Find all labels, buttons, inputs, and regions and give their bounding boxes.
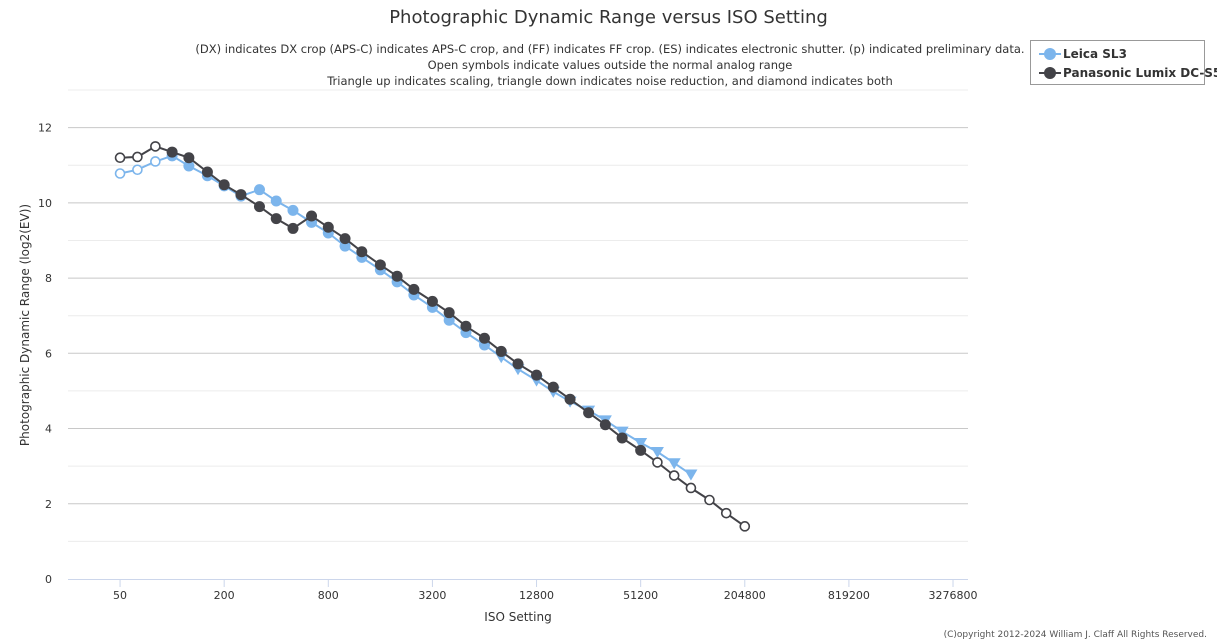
legend-marker-icon xyxy=(1039,48,1061,60)
legend-item-leica[interactable]: Leica SL3 xyxy=(1039,45,1127,63)
subtitle-line: (DX) indicates DX crop (APS-C) indicates… xyxy=(195,42,1025,56)
data-point[interactable] xyxy=(253,201,265,213)
data-point-open[interactable] xyxy=(739,521,751,532)
data-point[interactable] xyxy=(339,233,351,245)
subtitle-line: Triangle up indicates scaling, triangle … xyxy=(327,74,893,88)
y-tick-label: 6 xyxy=(45,347,52,360)
y-tick-label: 12 xyxy=(38,122,52,135)
data-point[interactable] xyxy=(495,345,507,357)
x-tick-label: 819200 xyxy=(828,589,870,602)
data-point[interactable] xyxy=(426,295,438,307)
data-point[interactable] xyxy=(635,444,647,456)
data-point[interactable] xyxy=(218,179,230,191)
x-axis-title: ISO Setting xyxy=(484,610,551,624)
series-line xyxy=(120,145,746,528)
data-point-open[interactable] xyxy=(114,168,126,179)
data-point-triangle-down[interactable] xyxy=(634,437,648,450)
legend-label: Panasonic Lumix DC-S5 xyxy=(1063,66,1217,80)
data-point[interactable] xyxy=(391,270,403,282)
y-tick-label: 10 xyxy=(38,197,52,210)
data-point[interactable] xyxy=(512,358,524,370)
x-tick-label: 3200 xyxy=(418,589,446,602)
data-point[interactable] xyxy=(374,259,386,271)
y-tick-label: 2 xyxy=(45,498,52,511)
y-tick-label: 4 xyxy=(45,423,52,436)
data-point-open[interactable] xyxy=(652,457,663,468)
data-point[interactable] xyxy=(183,152,195,164)
chart-subtitle: (DX) indicates DX crop (APS-C) indicates… xyxy=(150,41,1070,89)
data-point[interactable] xyxy=(201,166,213,178)
data-point[interactable] xyxy=(287,204,299,216)
x-tick-label: 51200 xyxy=(623,589,658,602)
data-point[interactable] xyxy=(356,246,368,258)
data-point[interactable] xyxy=(443,307,455,319)
series-layer xyxy=(114,141,751,532)
data-point[interactable] xyxy=(583,407,595,419)
data-point[interactable] xyxy=(339,240,351,252)
data-point[interactable] xyxy=(547,381,559,393)
data-point[interactable] xyxy=(287,222,299,234)
x-tick-label: 50 xyxy=(113,589,127,602)
chart-legend[interactable]: Leica SL3 Panasonic Lumix DC-S5 xyxy=(1030,40,1217,85)
data-point[interactable] xyxy=(235,189,247,201)
legend-label: Leica SL3 xyxy=(1063,47,1127,61)
data-point[interactable] xyxy=(253,184,265,196)
series-line xyxy=(119,154,692,476)
x-tick-label: 12800 xyxy=(519,589,554,602)
x-tick-label: 200 xyxy=(214,589,235,602)
data-point[interactable] xyxy=(183,160,195,172)
subtitle-line: Open symbols indicate values outside the… xyxy=(427,58,793,72)
data-point-triangle-down[interactable] xyxy=(650,446,664,459)
x-tick-label: 204800 xyxy=(724,589,766,602)
data-point[interactable] xyxy=(306,210,318,222)
data-point-open[interactable] xyxy=(720,507,732,519)
data-point[interactable] xyxy=(322,221,334,233)
data-point-open[interactable] xyxy=(685,482,697,494)
data-point-open[interactable] xyxy=(150,156,161,167)
data-point[interactable] xyxy=(270,195,282,207)
data-point[interactable] xyxy=(599,419,611,431)
data-point-open[interactable] xyxy=(114,152,126,164)
y-axis-title: Photographic Dynamic Range (log2(EV)) xyxy=(18,204,32,446)
data-point[interactable] xyxy=(531,369,543,381)
legend-marker-icon xyxy=(1039,67,1061,79)
data-point[interactable] xyxy=(408,283,420,295)
data-point-triangle-down[interactable] xyxy=(684,469,698,481)
data-point[interactable] xyxy=(270,213,282,225)
data-point-open[interactable] xyxy=(132,151,143,163)
data-point[interactable] xyxy=(564,393,576,405)
legend-item-panasonic[interactable]: Panasonic Lumix DC-S5 xyxy=(1039,64,1217,82)
data-point[interactable] xyxy=(478,332,490,344)
data-point-open[interactable] xyxy=(668,470,680,481)
y-tick-label: 0 xyxy=(45,573,52,586)
y-tick-label: 8 xyxy=(45,272,52,285)
data-point-open[interactable] xyxy=(150,141,161,152)
data-point-triangle-down[interactable] xyxy=(615,426,629,438)
data-point[interactable] xyxy=(166,146,178,158)
chart-title: Photographic Dynamic Range versus ISO Se… xyxy=(389,7,828,28)
data-point[interactable] xyxy=(460,320,472,332)
x-tick-label: 800 xyxy=(318,589,339,602)
data-point-triangle-down[interactable] xyxy=(667,458,681,470)
data-point-open[interactable] xyxy=(132,164,143,176)
copyright-notice: (C)opyright 2012-2024 William J. Claff A… xyxy=(943,630,1207,640)
series-panasonic-lumix-dc-s5 xyxy=(114,141,751,532)
data-point[interactable] xyxy=(616,432,628,444)
x-tick-label: 3276800 xyxy=(929,589,978,602)
grid-lines xyxy=(68,89,968,542)
data-point-open[interactable] xyxy=(704,494,715,506)
axes: 0 2 4 6 8 10 12 50 200 800 3200 12800 51200 204800 819… xyxy=(38,122,978,602)
data-point[interactable] xyxy=(443,314,455,326)
